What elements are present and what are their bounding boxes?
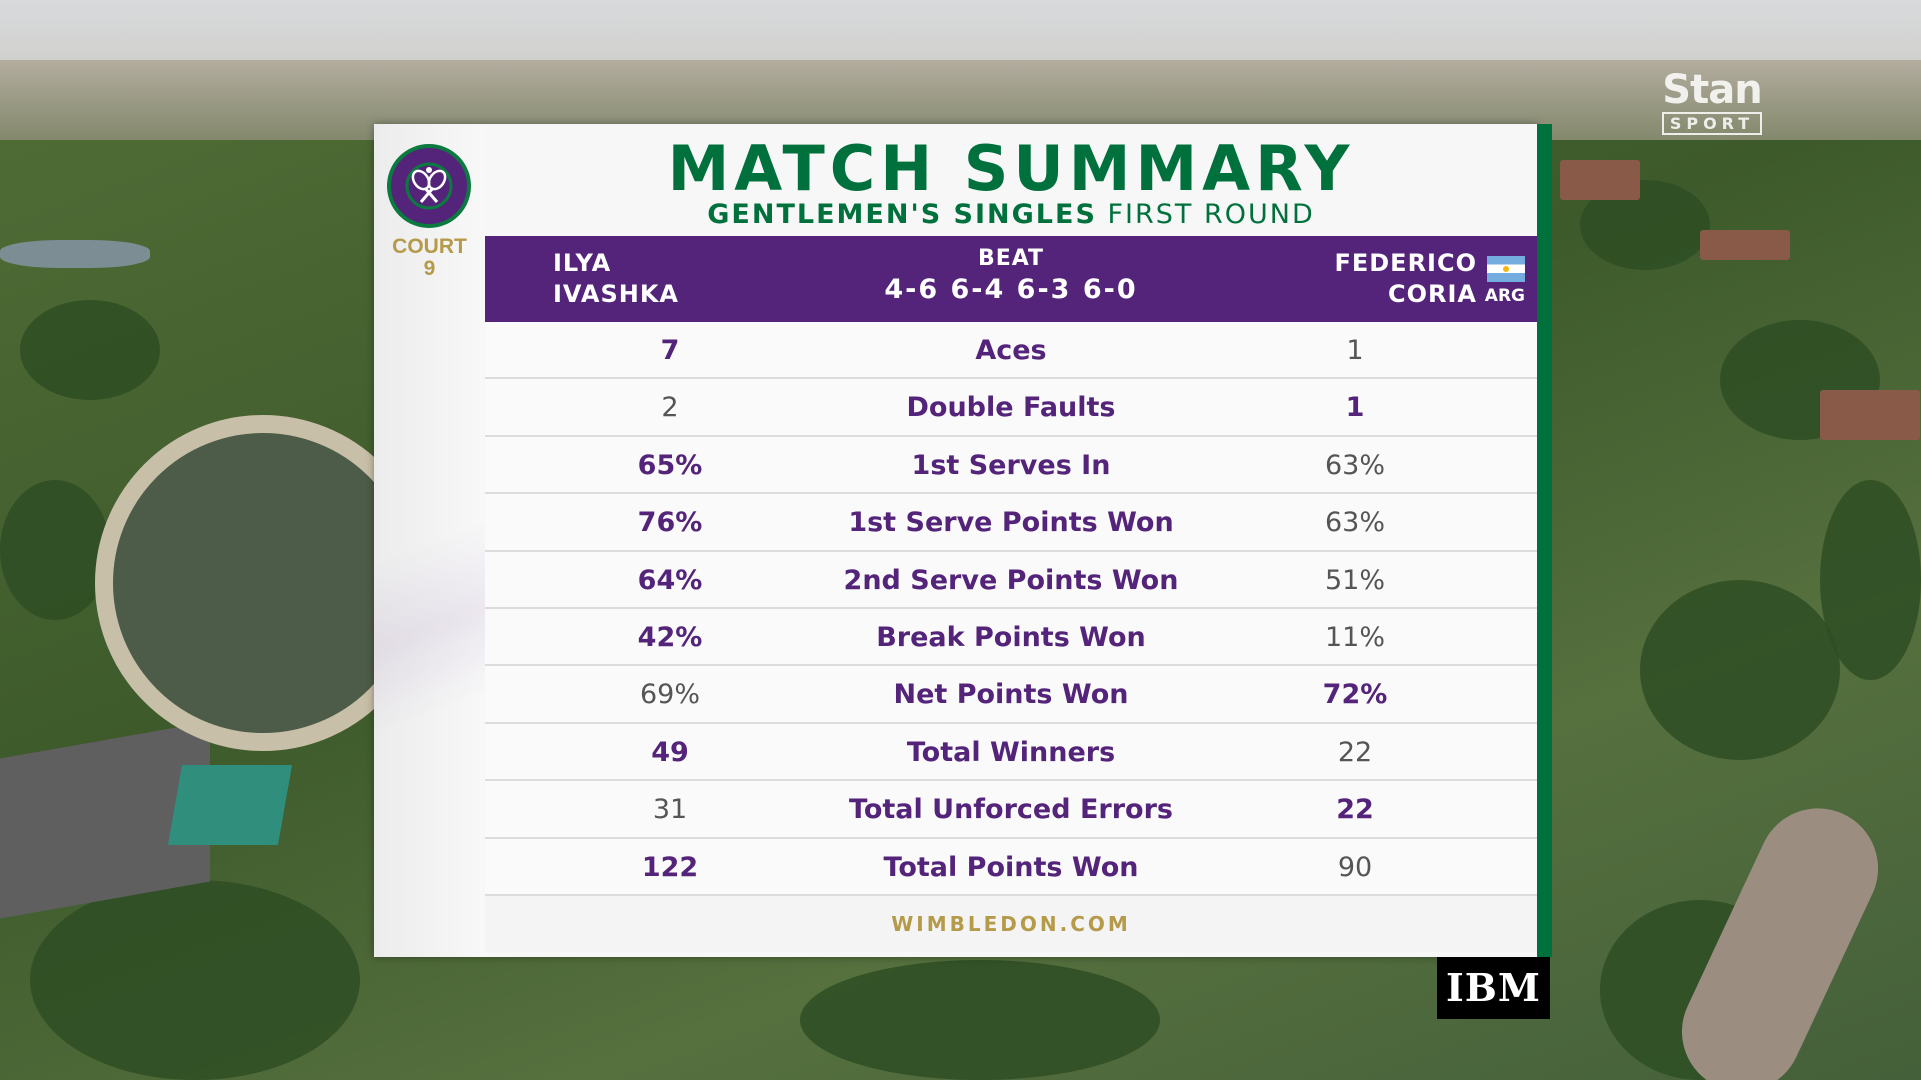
match-result: BEAT 4-6 6-4 6-3 6-0 <box>485 246 1537 308</box>
stat-label: Total Winners <box>906 736 1116 768</box>
court-number: 9 <box>423 257 436 280</box>
stat-label: Net Points Won <box>893 679 1129 711</box>
sky <box>0 0 1921 70</box>
player1-stat-value: 64% <box>637 564 703 596</box>
player2-first-name: FEDERICO <box>1334 249 1477 277</box>
player2-stat-value: 90 <box>1337 851 1373 883</box>
stat-row: 49 Total Winners 22 <box>485 723 1537 782</box>
wimbledon-emblem <box>387 144 471 228</box>
broadcaster-logo: Stan SPORT <box>1652 70 1772 135</box>
stat-row: 65% 1st Serves In 63% <box>485 436 1537 495</box>
building-roof <box>1820 390 1920 440</box>
player1-stat-value: 2 <box>661 392 679 424</box>
stat-row: 122 Total Points Won 90 <box>485 838 1537 896</box>
stat-row: 7 Aces 1 <box>485 322 1537 380</box>
player2-stat-value: 51% <box>1324 564 1385 596</box>
player1-stat-value: 69% <box>639 679 700 711</box>
player1-stat-value: 65% <box>637 449 703 481</box>
player2-stat-value: 11% <box>1324 621 1385 653</box>
tree <box>1820 480 1921 680</box>
decorative-swoosh <box>374 384 485 784</box>
broadcaster-logo-bottom: SPORT <box>1661 112 1763 135</box>
sponsor-logo: IBM <box>1437 957 1550 1019</box>
stat-row: 42% Break Points Won 11% <box>485 608 1537 667</box>
stat-label: Total Points Won <box>883 851 1139 883</box>
player1-stat-value: 7 <box>660 335 680 366</box>
crossed-rackets-icon <box>405 162 453 210</box>
stat-label: 1st Serves In <box>911 449 1111 481</box>
match-summary-panel: COURT 9 MATCH SUMMARY GENTLEMEN'S SINGLE… <box>374 124 1552 957</box>
tree <box>0 480 110 620</box>
panel-subtitle: GENTLEMEN'S SINGLES FIRST ROUND <box>485 196 1537 234</box>
player2-last-name: CORIA <box>1388 280 1477 308</box>
player1-stat-value: 122 <box>641 851 699 883</box>
player1-stat-value: 31 <box>652 794 688 826</box>
player1-stat-value: 49 <box>651 736 689 768</box>
result-word: BEAT <box>977 246 1045 271</box>
stat-label: 1st Serve Points Won <box>848 507 1174 539</box>
broadcaster-logo-top: Stan <box>1662 67 1762 113</box>
stat-label: Total Unforced Errors <box>849 794 1173 826</box>
player1-last-name: IVASHKA <box>553 280 679 308</box>
match-header: ILYA IVASHKA BEAT 4-6 6-4 6-3 6-0 FEDERI… <box>485 236 1537 322</box>
stat-row: 64% 2nd Serve Points Won 51% <box>485 551 1537 609</box>
match-score: 4-6 6-4 6-3 6-0 <box>884 274 1138 305</box>
player2-stat-value: 1 <box>1345 392 1365 424</box>
stat-label: Break Points Won <box>876 621 1146 653</box>
tree <box>30 880 360 1080</box>
player1-first-name: ILYA <box>553 249 612 277</box>
player2-stat-value: 1 <box>1346 335 1364 366</box>
round-name: FIRST ROUND <box>1107 199 1315 230</box>
stat-label: 2nd Serve Points Won <box>843 564 1179 596</box>
stat-label: Double Faults <box>906 392 1116 424</box>
court-label-text: COURT <box>392 235 467 258</box>
building-roof <box>1700 230 1790 260</box>
player2-stat-value: 22 <box>1337 736 1373 768</box>
lake <box>0 240 150 268</box>
player2-stat-value: 63% <box>1324 449 1385 481</box>
stat-row: 76% 1st Serve Points Won 63% <box>485 494 1537 552</box>
court-surface <box>167 765 293 845</box>
event-name: GENTLEMEN'S SINGLES <box>707 199 1097 230</box>
player2-stat-value: 63% <box>1324 507 1385 539</box>
panel-left-column: COURT 9 <box>374 124 485 957</box>
stat-row: 69% Net Points Won 72% <box>485 666 1537 724</box>
panel-title: MATCH SUMMARY <box>667 132 1355 205</box>
player2-name: FEDERICO CORIA <box>1334 248 1477 310</box>
tree <box>800 960 1160 1080</box>
player2-stat-value: 22 <box>1336 794 1374 826</box>
footer-website: WIMBLEDON.COM <box>485 895 1537 952</box>
panel-green-edge <box>1537 124 1552 957</box>
stats-table: 7 Aces 1 2 Double Faults 1 65% 1st Serves In 63%… <box>485 322 1537 952</box>
building-roof <box>1560 160 1640 200</box>
player1-stat-value: 76% <box>637 507 703 539</box>
player1-name: ILYA IVASHKA <box>553 248 679 310</box>
stat-row: 31 Total Unforced Errors 22 <box>485 781 1537 839</box>
player2-stat-value: 72% <box>1322 679 1388 711</box>
argentina-flag-icon <box>1487 256 1525 282</box>
player1-stat-value: 42% <box>637 621 703 653</box>
tree <box>1640 580 1840 760</box>
court-label: COURT 9 <box>374 236 485 280</box>
tree <box>20 300 160 400</box>
player2-country: ARG <box>1484 286 1525 306</box>
stat-label: Aces <box>975 335 1047 366</box>
stat-row: 2 Double Faults 1 <box>485 379 1537 437</box>
